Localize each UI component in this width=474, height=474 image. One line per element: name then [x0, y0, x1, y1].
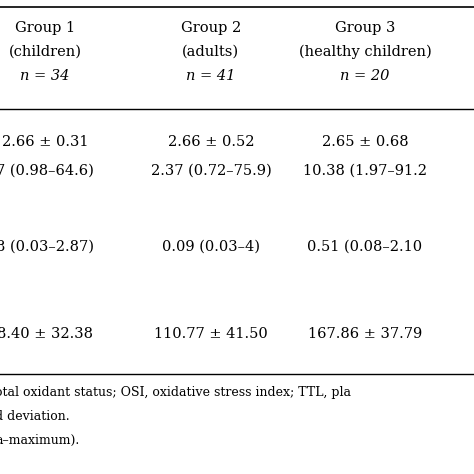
Text: Group 3: Group 3 [335, 21, 395, 36]
Text: Group 2: Group 2 [181, 21, 241, 36]
Text: 7 (0.98–64.6): 7 (0.98–64.6) [0, 164, 94, 178]
Text: n = 41: n = 41 [186, 69, 236, 83]
Text: Group 1: Group 1 [15, 21, 75, 36]
Text: 0.51 (0.08–2.10: 0.51 (0.08–2.10 [308, 239, 422, 254]
Text: (healthy children): (healthy children) [299, 45, 431, 59]
Text: d deviation.: d deviation. [0, 410, 70, 423]
Text: n = 20: n = 20 [340, 69, 390, 83]
Text: 8 (0.03–2.87): 8 (0.03–2.87) [0, 239, 94, 254]
Text: a–maximum).: a–maximum). [0, 434, 80, 447]
Text: 8.40 ± 32.38: 8.40 ± 32.38 [0, 327, 93, 341]
Text: 167.86 ± 37.79: 167.86 ± 37.79 [308, 327, 422, 341]
Text: 2.66 ± 0.52: 2.66 ± 0.52 [168, 135, 254, 149]
Text: (adults): (adults) [182, 45, 239, 59]
Text: (children): (children) [9, 45, 82, 59]
Text: 110.77 ± 41.50: 110.77 ± 41.50 [154, 327, 268, 341]
Text: n = 34: n = 34 [20, 69, 70, 83]
Text: 2.37 (0.72–75.9): 2.37 (0.72–75.9) [151, 164, 271, 178]
Text: otal oxidant status; OSI, oxidative stress index; TTL, pla: otal oxidant status; OSI, oxidative stre… [0, 386, 351, 399]
Text: 10.38 (1.97–91.2: 10.38 (1.97–91.2 [303, 164, 427, 178]
Text: 0.09 (0.03–4): 0.09 (0.03–4) [162, 239, 260, 254]
Text: 2.66 ± 0.31: 2.66 ± 0.31 [2, 135, 88, 149]
Text: 2.65 ± 0.68: 2.65 ± 0.68 [322, 135, 408, 149]
